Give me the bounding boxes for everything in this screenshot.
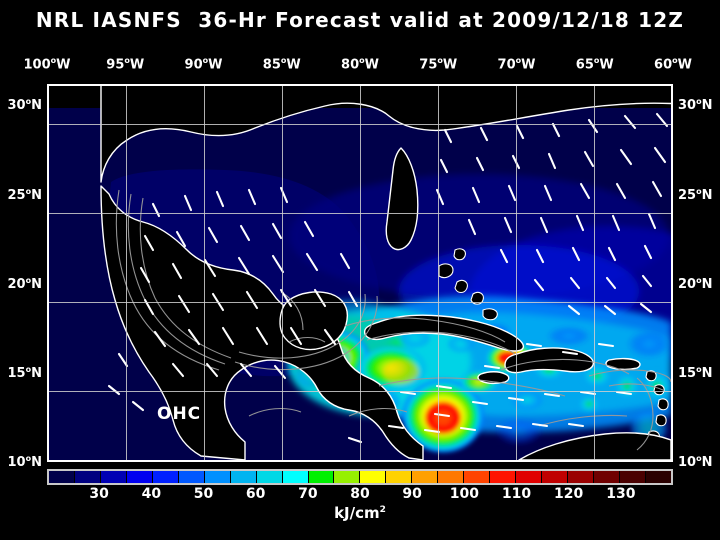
colorbar-tick-label: 120 [554, 486, 584, 502]
colorbar-tick-label: 30 [89, 486, 109, 502]
colorbar-swatch [74, 471, 101, 483]
colorbar-swatch [230, 471, 257, 483]
colorbar-swatch [386, 471, 413, 483]
page-title: NRL IASNFS 36-Hr Forecast valid at 2009/… [35, 8, 685, 32]
colorbar-swatch [360, 471, 387, 483]
colorbar-swatch [412, 471, 439, 483]
colorbar-tick-label: 80 [350, 486, 370, 502]
longitude-axis: 100oW 95oW 90oW 85oW 80oW 75oW 70oW 65oW 60oW [0, 56, 720, 74]
colorbar-swatch [204, 471, 231, 483]
gridline-lon [360, 86, 361, 460]
gridline-lon [516, 86, 517, 460]
gridline-lon [282, 86, 283, 460]
colorbar-tick-label: 90 [402, 486, 422, 502]
gridline-lat [49, 213, 671, 214]
lat-tick-label-left: 15oN [7, 364, 42, 382]
lon-tick-label: 80oW [341, 56, 379, 73]
colorbar-swatch [542, 471, 569, 483]
colorbar-swatch [178, 471, 205, 483]
colorbar-swatch [282, 471, 309, 483]
colorbar-swatch [516, 471, 543, 483]
gridline-lon [126, 86, 127, 460]
colorbar-swatch [152, 471, 179, 483]
colorbar-swatch [464, 471, 491, 483]
colorbar-swatch [334, 471, 361, 483]
lon-tick-label: 85oW [262, 56, 301, 73]
colorbar-swatch [645, 471, 671, 483]
gridline-lon [594, 86, 595, 460]
colorbar-swatch [438, 471, 465, 483]
colorbar-tick-label: 60 [245, 486, 266, 502]
lon-tick-label: 100oW [23, 56, 71, 73]
colorbar [47, 469, 673, 485]
colorbar-swatch [619, 471, 646, 483]
lat-tick-label-right: 15oN [678, 364, 713, 382]
lon-tick-label: 60oW [654, 56, 692, 73]
lon-tick-label: 90oW [184, 56, 223, 73]
map-canvas [49, 86, 671, 460]
colorbar-swatch [568, 471, 595, 483]
lat-tick-label-left: 10oN [7, 453, 42, 471]
lon-tick-label: 95oW [106, 56, 145, 73]
gridline-lat [49, 124, 671, 125]
lat-tick-label-right: 25oN [678, 186, 713, 203]
lat-tick-label-right: 20oN [678, 275, 713, 292]
ohc-annotation: OHC [157, 404, 202, 424]
colorbar-swatch [100, 471, 127, 483]
colorbar-swatch [256, 471, 283, 483]
gridline-lon [204, 86, 205, 460]
lon-tick-label: 70oW [497, 56, 536, 73]
colorbar-swatch [594, 471, 620, 483]
colorbar-units-text: kJ/cm [334, 504, 380, 522]
colorbar-tick-label: 100 [449, 486, 479, 502]
map-plot-area: OHC [47, 84, 673, 462]
lat-tick-label-left: 25oN [7, 186, 42, 203]
colorbar-tick-label: 70 [298, 486, 318, 502]
lat-tick-label-right: 10oN [678, 453, 713, 471]
colorbar-tick-label: 110 [501, 486, 532, 502]
colorbar-tick-label: 50 [193, 486, 214, 502]
colorbar-units-exponent: 2 [379, 505, 386, 515]
gridline-lat [49, 302, 671, 303]
colorbar-swatch [49, 471, 75, 483]
lat-tick-label-left: 20oN [7, 275, 42, 292]
lat-tick-label-right: 30oN [678, 97, 713, 114]
colorbar-tick-label: 40 [141, 486, 162, 502]
lon-tick-label: 75oW [419, 56, 458, 73]
colorbar-ticks: 30 40 50 60 70 80 90 100 110 120 130 [47, 486, 673, 504]
colorbar-tick-label: 130 [606, 486, 636, 502]
colorbar-swatch [126, 471, 153, 483]
lat-tick-label-left: 30oN [7, 97, 42, 114]
lon-tick-label: 65oW [575, 56, 614, 73]
colorbar-swatch [490, 471, 517, 483]
colorbar-swatch [308, 471, 335, 483]
gridline-lon [438, 86, 439, 460]
gridline-lat [49, 391, 671, 392]
colorbar-units: kJ/cm2 [0, 504, 720, 522]
